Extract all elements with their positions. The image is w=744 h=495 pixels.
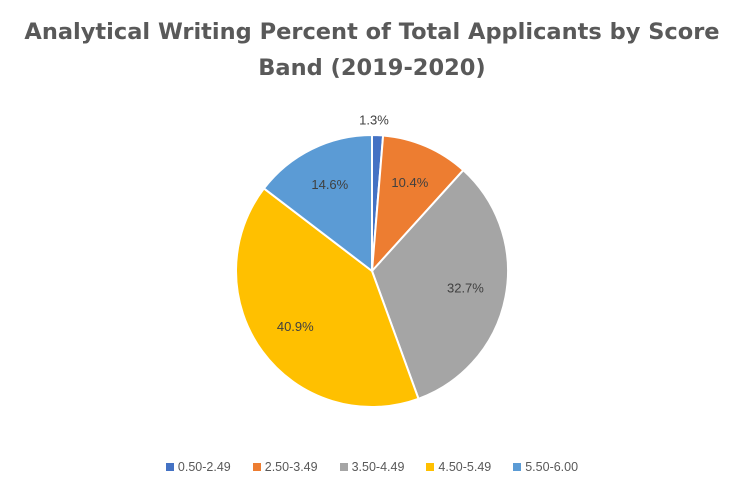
data-label-5.50-6.00: 14.6% xyxy=(311,177,348,192)
legend-swatch xyxy=(339,463,348,471)
legend-label: 5.50-6.00 xyxy=(525,460,579,474)
data-label-2.50-3.49: 10.4% xyxy=(391,175,428,190)
legend-label: 2.50-3.49 xyxy=(264,460,318,474)
legend-item-2.50-3.49: 2.50-3.49 xyxy=(252,460,318,474)
chart-title-line-2: Band (2019-2020) xyxy=(258,55,486,81)
pie-slice-5.50-6.00 xyxy=(262,133,373,274)
data-label-4.50-5.49: 40.9% xyxy=(277,319,314,334)
legend-label: 0.50-2.49 xyxy=(177,460,231,474)
legend-item-5.50-6.00: 5.50-6.00 xyxy=(513,460,578,474)
legend-swatch xyxy=(252,463,261,471)
legend-label: 4.50-5.49 xyxy=(438,460,492,474)
legend-swatch xyxy=(426,463,435,471)
legend-swatch xyxy=(165,463,174,471)
chart-legend: 0.50-2.49 2.50-3.49 3.50-4.49 4.50-5.49 5.50… xyxy=(0,460,744,474)
legend-label: 3.50-4.49 xyxy=(351,460,405,474)
pie-slice-3.50-4.49 xyxy=(370,168,509,401)
pie-slice-2.50-3.49 xyxy=(370,134,465,274)
legend-item-0.50-2.49: 0.50-2.49 xyxy=(165,460,231,474)
legend-item-3.50-4.49: 3.50-4.49 xyxy=(339,460,405,474)
chart-title: Analytical Writing Percent of Total Appl… xyxy=(0,14,744,86)
data-label-0.50-2.49: 1.3% xyxy=(359,112,389,127)
pie-slice-4.50-5.49 xyxy=(235,187,420,408)
chart-title-line-1: Analytical Writing Percent of Total Appl… xyxy=(24,19,720,45)
legend-swatch xyxy=(513,463,522,471)
data-label-3.50-4.49: 32.7% xyxy=(447,281,484,296)
legend-item-4.50-5.49: 4.50-5.49 xyxy=(426,460,491,474)
